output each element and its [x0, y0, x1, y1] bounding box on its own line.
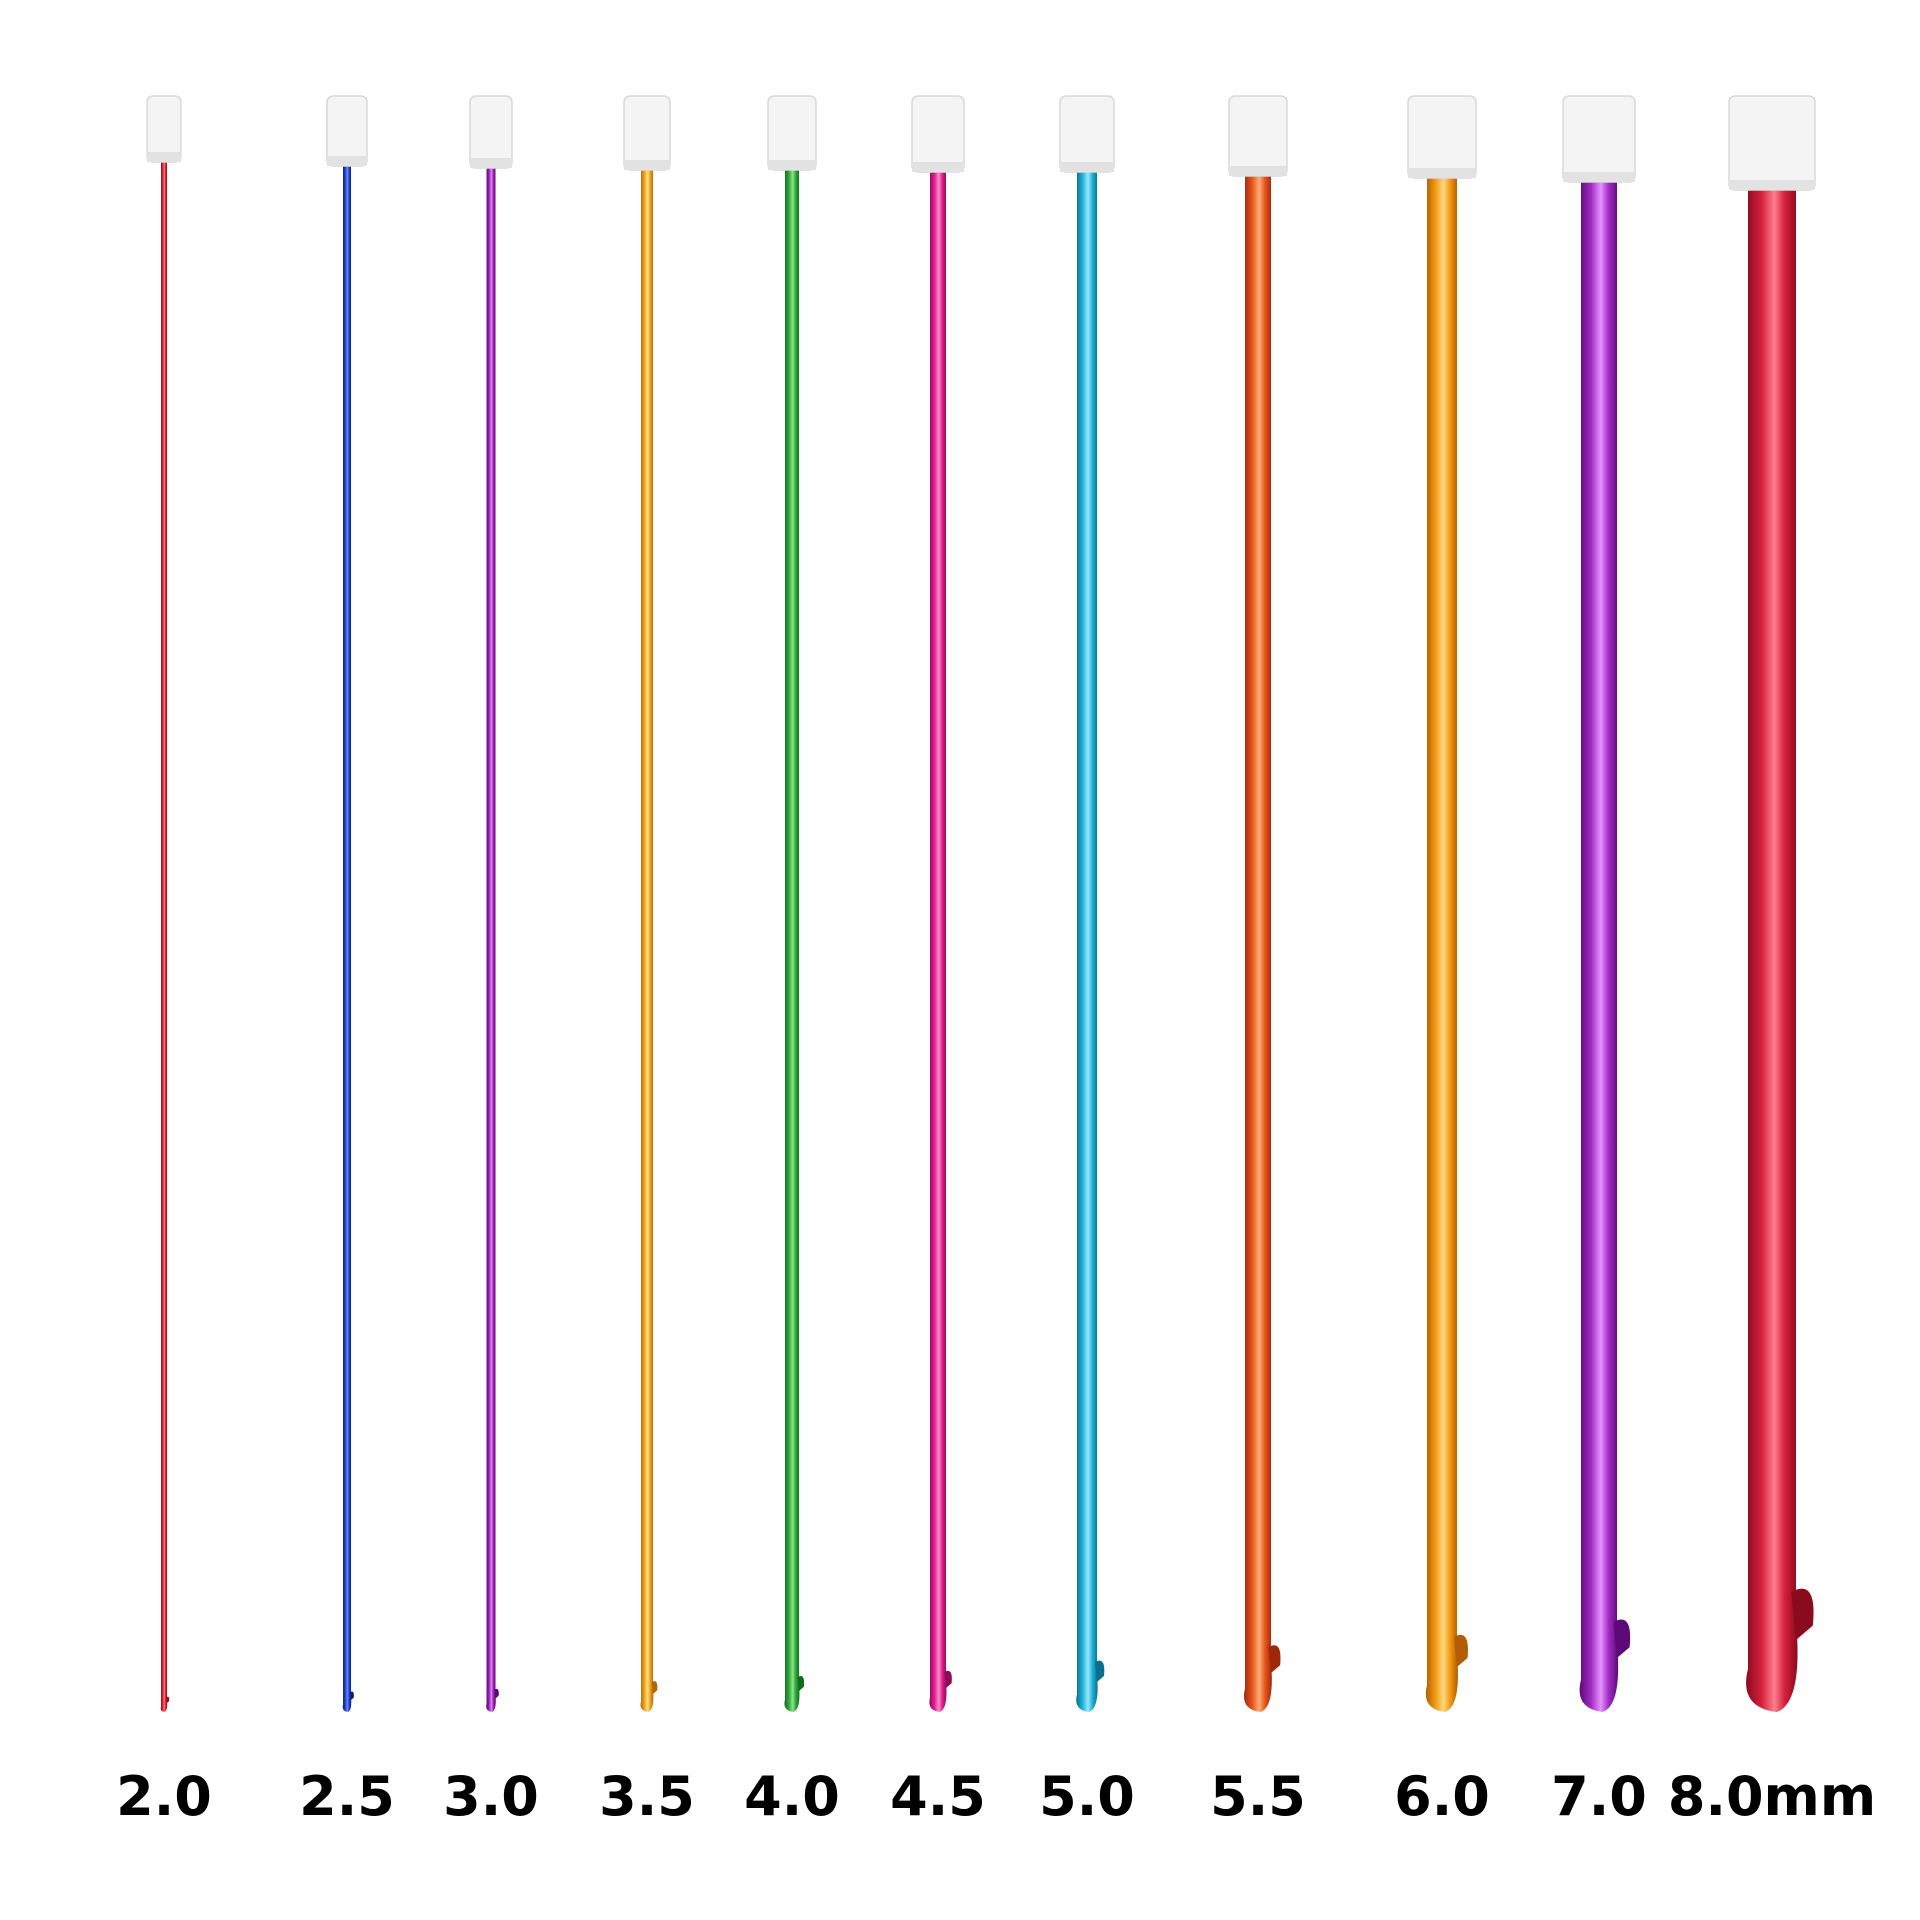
hook-tip: [1791, 1588, 1814, 1640]
cap-shade: [327, 156, 367, 166]
cap-shade: [1408, 168, 1476, 178]
hook-cap: [623, 95, 671, 171]
crochet-hook: 3.0: [443, 95, 539, 1828]
hook-cap: [1728, 95, 1816, 191]
size-label: 8.0mm: [1668, 1765, 1876, 1828]
cap-shade: [470, 158, 512, 168]
hook-shaft: [1243, 172, 1272, 1712]
size-label: 2.5: [299, 1765, 395, 1828]
hook-cap: [1407, 95, 1477, 179]
hook-shaft: [1579, 178, 1619, 1712]
hook-cap: [1228, 95, 1288, 177]
hook-shaft: [929, 168, 947, 1712]
hook-shaft: [1746, 186, 1798, 1712]
cap-shade: [1729, 180, 1815, 190]
cap-shade: [1229, 166, 1287, 176]
hook-cap: [1562, 95, 1636, 183]
hook-cap: [767, 95, 817, 171]
size-label: 7.0: [1551, 1765, 1647, 1828]
crochet-hook: 2.5: [299, 95, 395, 1828]
cap-shade: [912, 162, 964, 172]
size-label: 5.5: [1210, 1765, 1306, 1828]
hook-tip: [1268, 1645, 1281, 1673]
size-label: 4.0: [744, 1765, 840, 1828]
size-label: 4.5: [890, 1765, 986, 1828]
hook-cap: [1059, 95, 1115, 173]
hook-tip: [350, 1691, 354, 1700]
size-label: 3.5: [599, 1765, 695, 1828]
crochet-hook: 5.5: [1210, 95, 1306, 1828]
cap-shade: [1563, 172, 1635, 182]
cap-shade: [147, 152, 181, 162]
crochet-hook: 4.5: [890, 95, 986, 1828]
hook-shaft: [486, 164, 496, 1712]
crochet-hook: 2.0: [116, 95, 212, 1828]
crochet-hook: 4.0: [744, 95, 840, 1828]
hook-tip: [166, 1696, 170, 1703]
hook-shaft: [160, 158, 168, 1712]
hook-tip: [797, 1676, 805, 1691]
size-label: 5.0: [1039, 1765, 1135, 1828]
hook-tip: [1095, 1660, 1105, 1682]
cap-shade: [624, 160, 670, 170]
crochet-hook: 7.0: [1551, 95, 1647, 1828]
hook-shaft: [342, 162, 352, 1712]
hook-tip: [494, 1688, 499, 1699]
hook-cap: [326, 95, 368, 167]
hook-shaft: [640, 166, 654, 1712]
cap-shade: [1060, 162, 1114, 172]
hook-tip: [651, 1681, 658, 1694]
crochet-hook: 3.5: [599, 95, 695, 1828]
hook-tip: [944, 1670, 952, 1688]
crochet-hook: 8.0mm: [1668, 95, 1876, 1828]
size-label: 3.0: [443, 1765, 539, 1828]
hook-tip: [1454, 1634, 1468, 1667]
cap-shade: [768, 160, 816, 170]
hook-cap: [911, 95, 965, 173]
crochet-hook: 6.0: [1394, 95, 1490, 1828]
hook-shaft: [1076, 168, 1098, 1712]
hook-shaft: [784, 166, 800, 1712]
size-label: 2.0: [116, 1765, 212, 1828]
hook-shaft: [1425, 174, 1458, 1712]
crochet-hook: 5.0: [1039, 95, 1135, 1828]
hook-cap: [469, 95, 513, 169]
size-label: 6.0: [1394, 1765, 1490, 1828]
hook-tip: [1613, 1619, 1631, 1658]
